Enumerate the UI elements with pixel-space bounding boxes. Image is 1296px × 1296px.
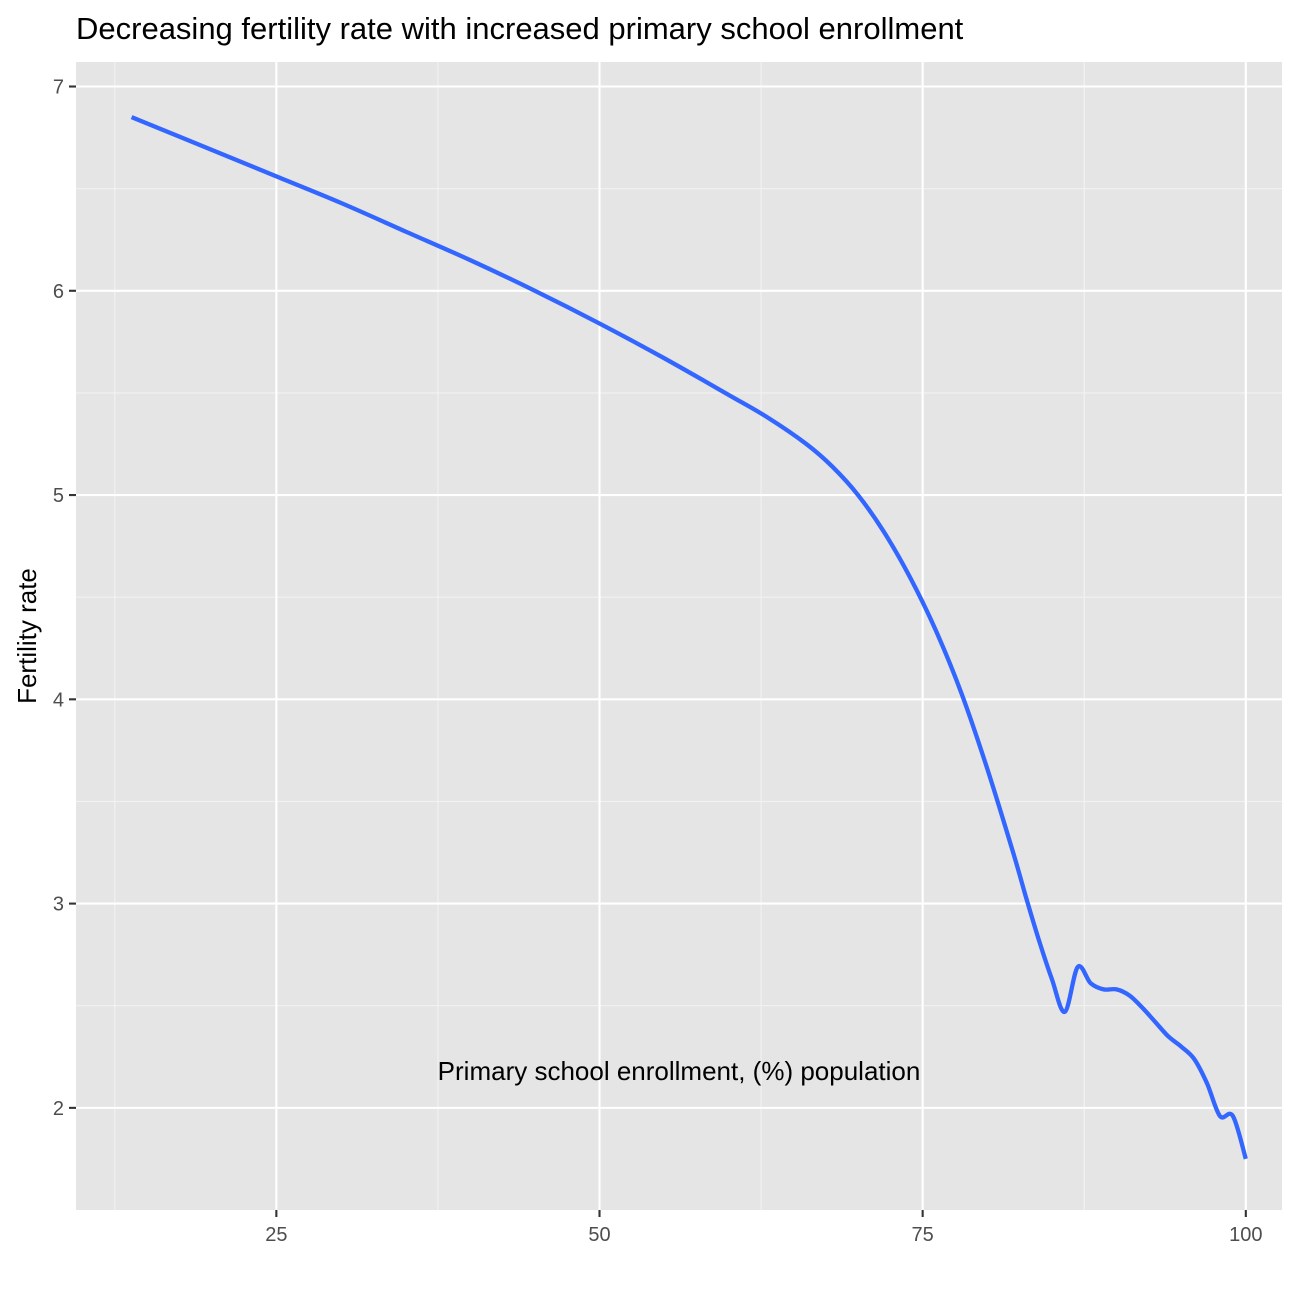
series-line (130, 115, 1248, 1160)
major-gridlines (76, 62, 1282, 1210)
x-axis: 25 50 75 100 (265, 1210, 1262, 1246)
y-tick-label: 3 (53, 894, 64, 916)
y-tick-label: 7 (53, 77, 64, 99)
x-tick-label: 25 (265, 1224, 287, 1246)
y-tick-label: 5 (53, 485, 64, 507)
y-axis-title: Fertility rate (12, 568, 42, 704)
y-tick-label: 2 (53, 1098, 64, 1120)
x-tick-label: 100 (1229, 1224, 1262, 1246)
plot-panel (76, 62, 1282, 1210)
chart-title: Decreasing fertility rate with increased… (76, 11, 964, 46)
y-tick-label: 6 (53, 281, 64, 303)
y-tick-label: 4 (53, 689, 64, 711)
series-layer (130, 115, 1248, 1160)
x-axis-title: Primary school enrollment, (%) populatio… (438, 1056, 921, 1086)
x-tick-label: 75 (912, 1224, 934, 1246)
y-axis: 2 3 4 5 6 7 (53, 77, 76, 1120)
x-tick-label: 50 (588, 1224, 610, 1246)
